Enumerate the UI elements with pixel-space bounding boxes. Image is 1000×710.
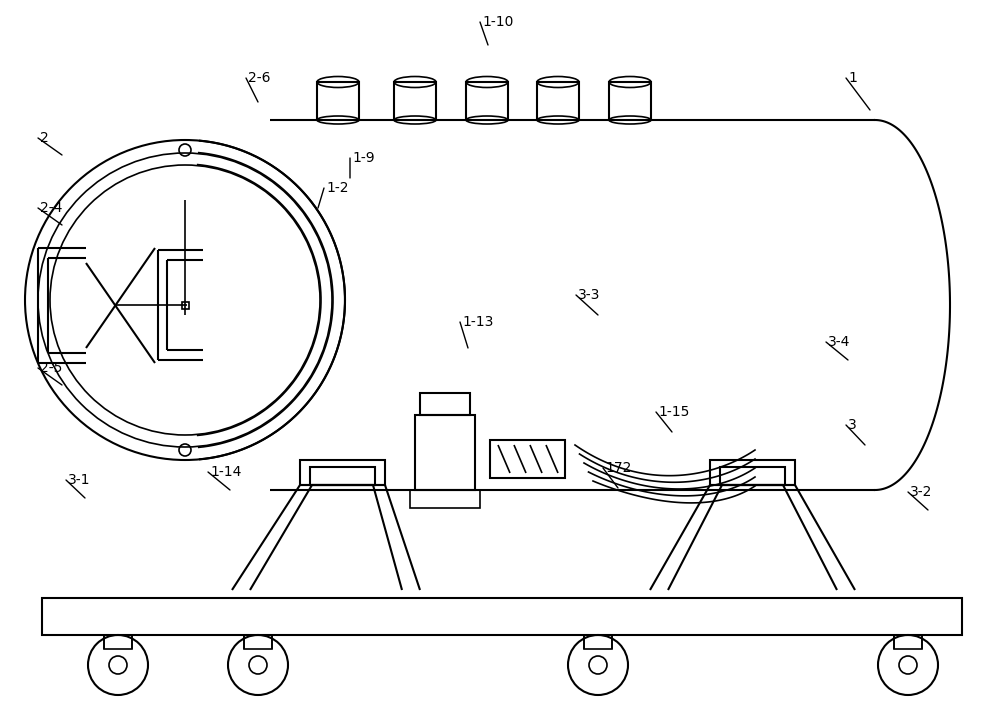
Bar	[182, 302, 188, 309]
Text: 1-9: 1-9	[352, 151, 375, 165]
Text: 3-4: 3-4	[828, 335, 850, 349]
Text: 3: 3	[848, 418, 857, 432]
Text: 3-2: 3-2	[910, 485, 932, 499]
Bar	[394, 82, 436, 120]
Text: 2-5: 2-5	[40, 361, 62, 375]
Text: 1-10: 1-10	[482, 15, 513, 29]
Ellipse shape	[609, 116, 651, 124]
Bar	[420, 393, 470, 415]
Bar	[310, 467, 375, 485]
Text: 2: 2	[40, 131, 49, 145]
Text: 1-13: 1-13	[462, 315, 493, 329]
Text: 1-14: 1-14	[210, 465, 241, 479]
Ellipse shape	[466, 116, 508, 124]
Text: 1-15: 1-15	[658, 405, 689, 419]
Text: 1: 1	[848, 71, 857, 85]
Bar	[537, 82, 579, 120]
Bar	[244, 635, 272, 649]
Ellipse shape	[537, 116, 579, 124]
Bar	[104, 635, 132, 649]
Ellipse shape	[394, 116, 436, 124]
Bar	[710, 460, 795, 485]
Bar	[894, 635, 922, 649]
Bar	[410, 490, 480, 508]
Ellipse shape	[317, 116, 359, 124]
Text: 2-4: 2-4	[40, 201, 62, 215]
Bar	[415, 415, 475, 490]
Text: 1-2: 1-2	[326, 181, 349, 195]
Text: 3-1: 3-1	[68, 473, 90, 487]
Text: 2-6: 2-6	[248, 71, 270, 85]
Bar	[42, 598, 962, 635]
Text: 3-3: 3-3	[578, 288, 600, 302]
Bar	[720, 467, 785, 485]
Bar	[584, 635, 612, 649]
Bar	[609, 82, 651, 120]
Text: 172: 172	[605, 461, 631, 475]
Bar	[317, 82, 359, 120]
Bar	[466, 82, 508, 120]
Bar	[490, 440, 565, 478]
Bar	[300, 460, 385, 485]
